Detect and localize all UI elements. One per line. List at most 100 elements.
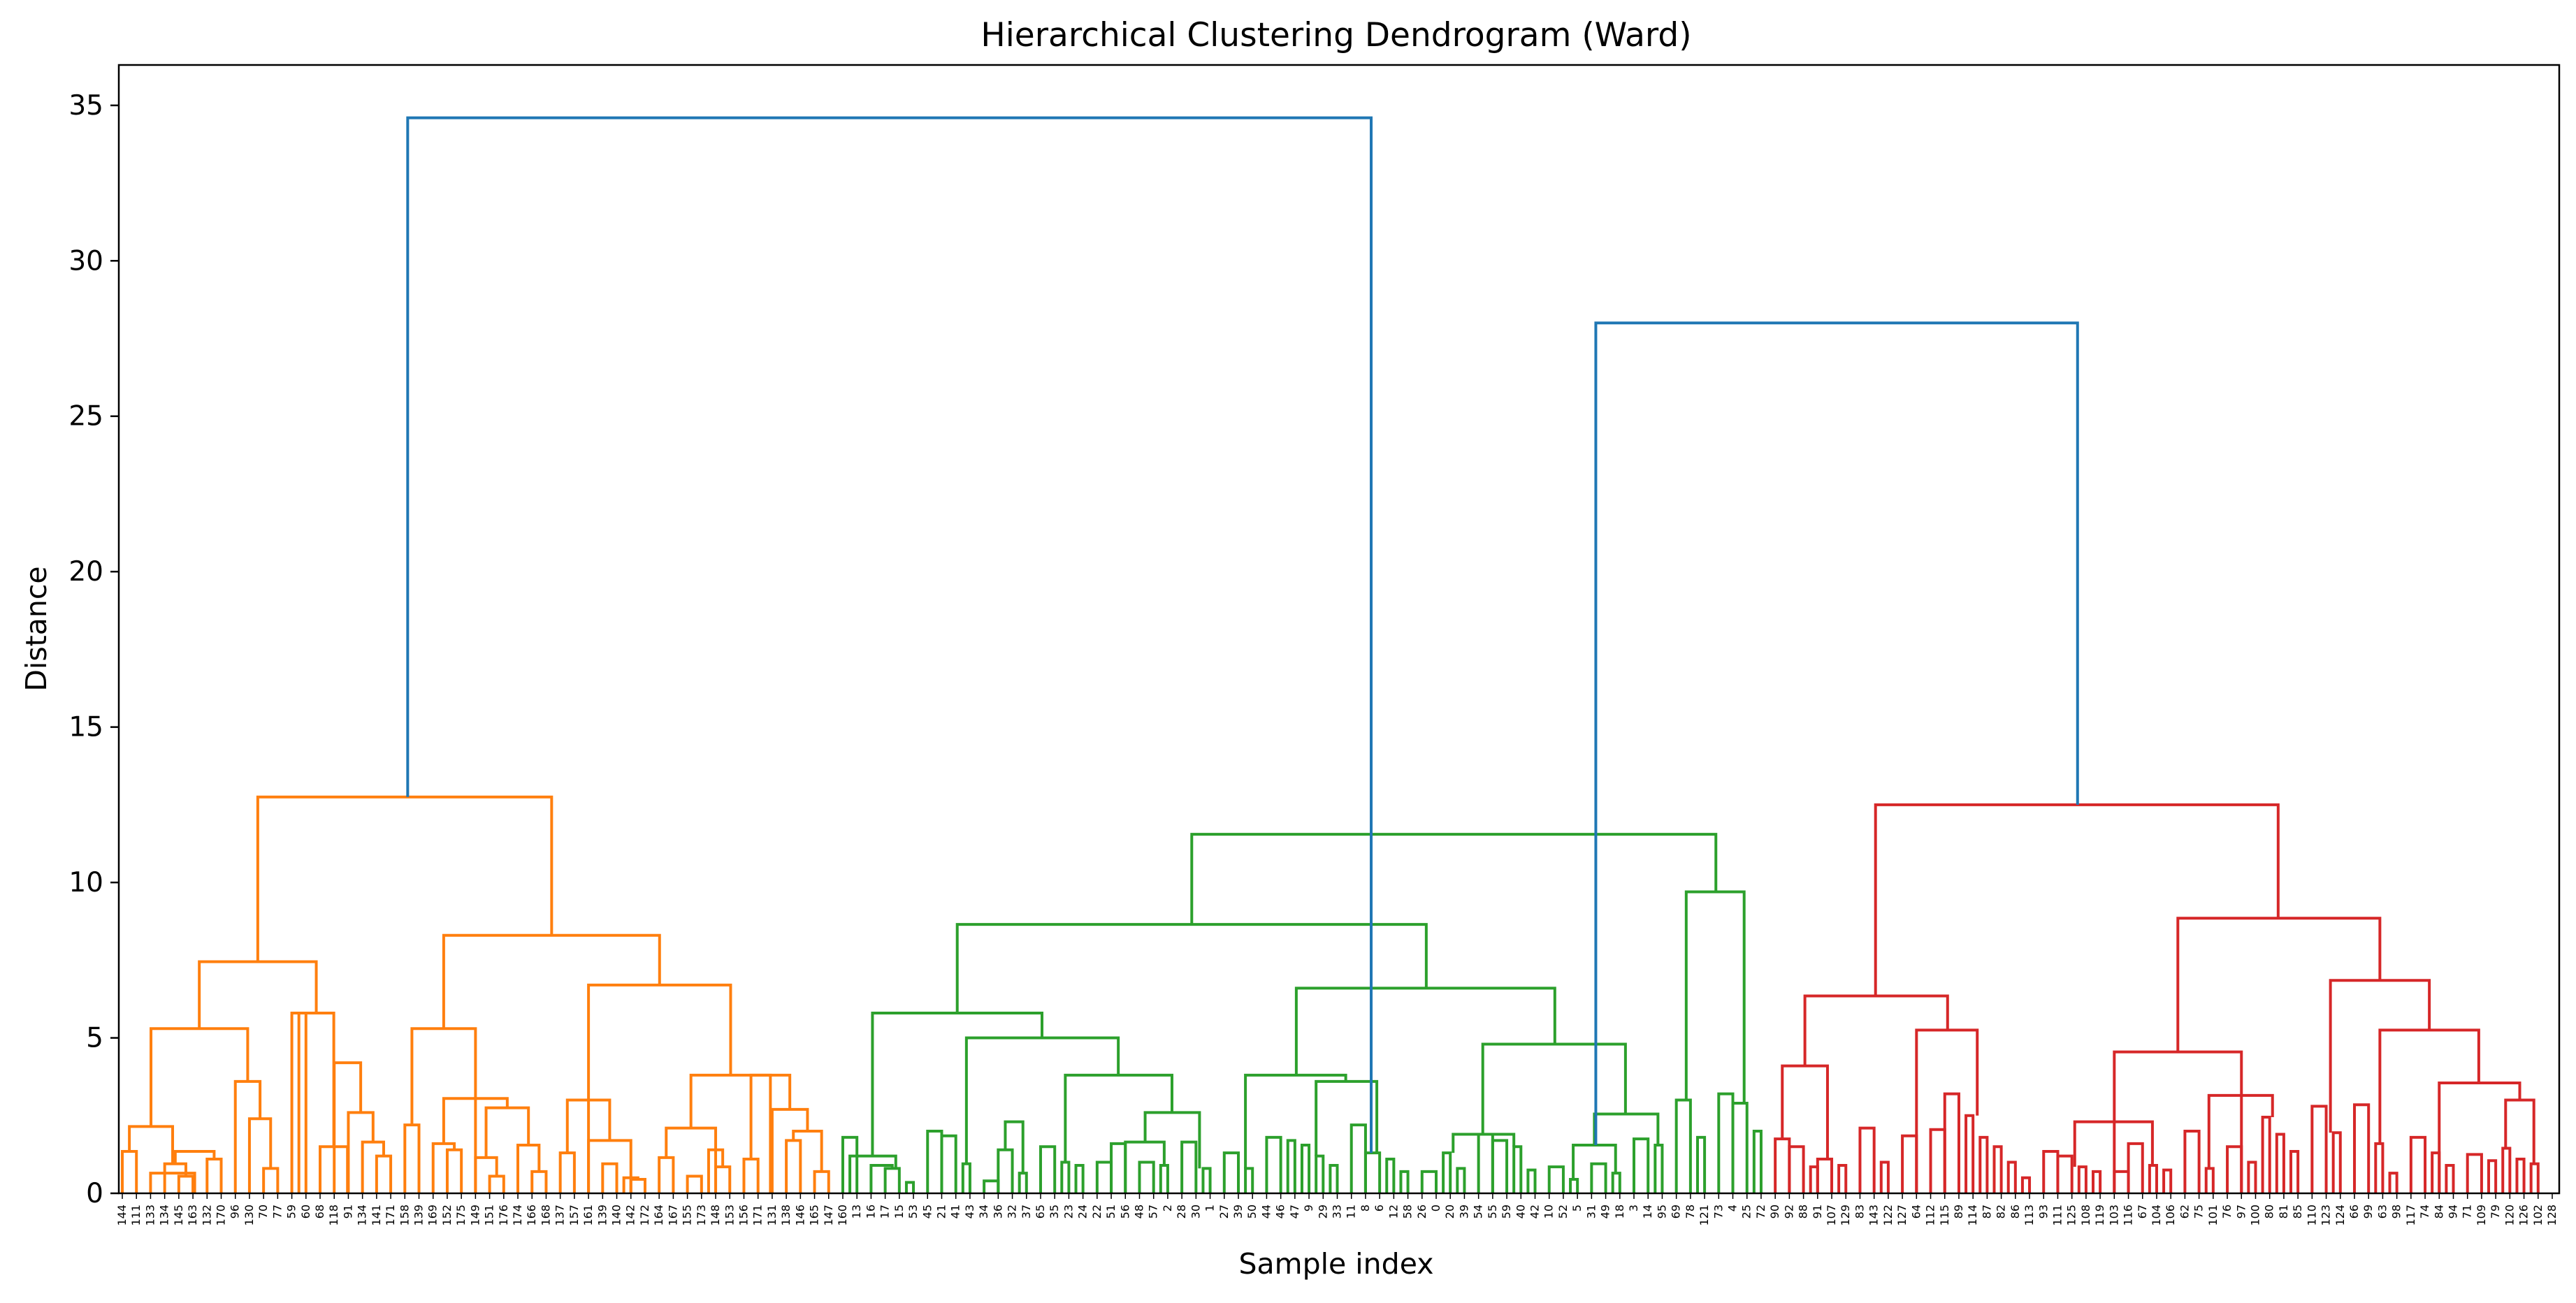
y-axis-label: Distance — [20, 566, 53, 691]
x-tick-label: 43 — [963, 1204, 976, 1218]
dendrogram-link — [1143, 1111, 1201, 1169]
x-tick-label: 123 — [2320, 1204, 2333, 1226]
x-tick-label: 64 — [1909, 1204, 1923, 1218]
dendrogram-link — [2006, 1160, 2017, 1193]
x-tick-label: 122 — [1881, 1204, 1895, 1226]
dendrogram-link — [2331, 1131, 2342, 1193]
x-tick-label: 143 — [1867, 1204, 1881, 1226]
dendrogram-link — [1110, 1142, 1127, 1193]
x-tick-label: 118 — [327, 1204, 340, 1226]
x-tick-label: 117 — [2404, 1204, 2417, 1226]
y-tick-label: 0 — [86, 1178, 103, 1209]
dendrogram-link — [1816, 1158, 1834, 1193]
x-tick-label: 114 — [1966, 1204, 1979, 1226]
dendrogram-link — [2056, 1154, 2074, 1193]
dendrogram-link — [983, 1179, 1000, 1193]
dendrogram-link — [629, 1177, 646, 1193]
dendrogram-link — [1915, 1028, 1979, 1193]
x-tick-label: 42 — [1528, 1204, 1542, 1218]
x-tick-label: 168 — [539, 1204, 552, 1226]
dendrogram-link — [2409, 1135, 2427, 1193]
dendrogram-link — [1611, 1172, 1621, 1193]
dendrogram-link — [1781, 1064, 1829, 1160]
x-tick-label: 175 — [454, 1204, 468, 1226]
x-tick-label: 73 — [1712, 1204, 1725, 1218]
y-tick-label: 35 — [68, 90, 103, 122]
x-tick-label: 12 — [1387, 1204, 1400, 1218]
dendrogram-link — [2374, 1142, 2385, 1193]
x-tick-label: 81 — [2277, 1204, 2290, 1218]
dendrogram-link — [1569, 1177, 1579, 1193]
dendrogram-link — [940, 1134, 957, 1193]
x-tick-label: 137 — [553, 1204, 567, 1226]
dendrogram-link — [1752, 1130, 1763, 1193]
x-tick-label: 2 — [1161, 1204, 1174, 1211]
dendrogram-links — [121, 116, 2540, 1193]
dendrogram-link — [1491, 1139, 1509, 1193]
x-tick-label: 133 — [143, 1204, 157, 1226]
x-tick-label: 3 — [1627, 1204, 1640, 1211]
dendrogram-link — [1265, 1135, 1282, 1193]
x-tick-label: 129 — [1839, 1204, 1852, 1226]
x-tick-label: 32 — [1006, 1204, 1019, 1218]
x-tick-label: 88 — [1797, 1204, 1810, 1218]
x-axis: 144 111 133 134 145 163 132 170 96 130 70 77 59 60 68 1… — [115, 1193, 2559, 1226]
x-tick-label: 21 — [934, 1204, 948, 1218]
x-tick-label: 58 — [1401, 1204, 1414, 1218]
dendrogram-link — [149, 1172, 196, 1193]
x-tick-label: 173 — [695, 1204, 708, 1226]
dendrogram-link — [1095, 1160, 1113, 1193]
x-tick-label: 59 — [1500, 1204, 1513, 1218]
x-tick-label: 13 — [850, 1204, 863, 1218]
x-tick-label: 111 — [2050, 1204, 2064, 1226]
dendrogram-link — [601, 1162, 618, 1193]
x-tick-label: 125 — [2065, 1204, 2078, 1226]
x-tick-label: 25 — [1740, 1204, 1753, 1218]
x-tick-label: 128 — [2545, 1204, 2559, 1226]
dendrogram-link — [689, 1073, 772, 1193]
dendrogram-link — [1594, 321, 2079, 1146]
x-tick-label: 18 — [1613, 1204, 1626, 1218]
x-tick-label: 82 — [1995, 1204, 2008, 1218]
x-tick-label: 97 — [2234, 1204, 2248, 1218]
dendrogram-link — [1244, 1167, 1254, 1193]
dendrogram-link — [2020, 1176, 2032, 1193]
x-tick-label: 152 — [440, 1204, 454, 1226]
dendrogram-link — [1803, 994, 1949, 1066]
dendrogram-link — [128, 1125, 175, 1164]
dendrogram-link — [1180, 1140, 1198, 1193]
dendrogram-link — [247, 1117, 273, 1193]
x-tick-label: 34 — [977, 1204, 990, 1218]
x-tick-label: 113 — [2023, 1204, 2036, 1226]
dendrogram-link — [1315, 1154, 1325, 1193]
dendrogram-link — [1004, 1120, 1025, 1174]
x-tick-label: 5 — [1570, 1204, 1584, 1211]
dendrogram-link — [1547, 1165, 1565, 1193]
x-tick-label: 11 — [1345, 1204, 1358, 1218]
dendrogram-link — [2204, 1167, 2215, 1193]
dendrogram-link — [1399, 1170, 1410, 1193]
x-tick-label: 87 — [1980, 1204, 1993, 1218]
x-tick-label: 16 — [864, 1204, 877, 1218]
x-tick-label: 161 — [581, 1204, 595, 1226]
dendrogram-link — [1879, 1160, 1890, 1193]
dendrogram-link — [1124, 1140, 1166, 1193]
x-tick-label: 60 — [299, 1204, 312, 1218]
dendrogram-link — [1138, 1160, 1155, 1193]
dendrogram-link — [1978, 1135, 1989, 1193]
dendrogram-link — [1633, 1137, 1650, 1193]
x-tick-label: 157 — [567, 1204, 581, 1226]
dendrogram-link — [1788, 1145, 1805, 1193]
x-tick-label: 30 — [1189, 1204, 1202, 1218]
dendrogram-link — [961, 1162, 971, 1193]
dendrogram-link — [1363, 1151, 1382, 1193]
dendrogram-link — [841, 1135, 859, 1193]
x-tick-label: 142 — [624, 1204, 637, 1226]
x-tick-label: 174 — [511, 1204, 524, 1226]
dendrogram-link — [1420, 1170, 1438, 1193]
dendrogram-link — [1286, 1139, 1296, 1193]
dendrogram-link — [2077, 1165, 2087, 1193]
x-tick-label: 39 — [1231, 1204, 1245, 1218]
x-tick-label: 90 — [1768, 1204, 1781, 1218]
x-tick-label: 76 — [2220, 1204, 2234, 1218]
